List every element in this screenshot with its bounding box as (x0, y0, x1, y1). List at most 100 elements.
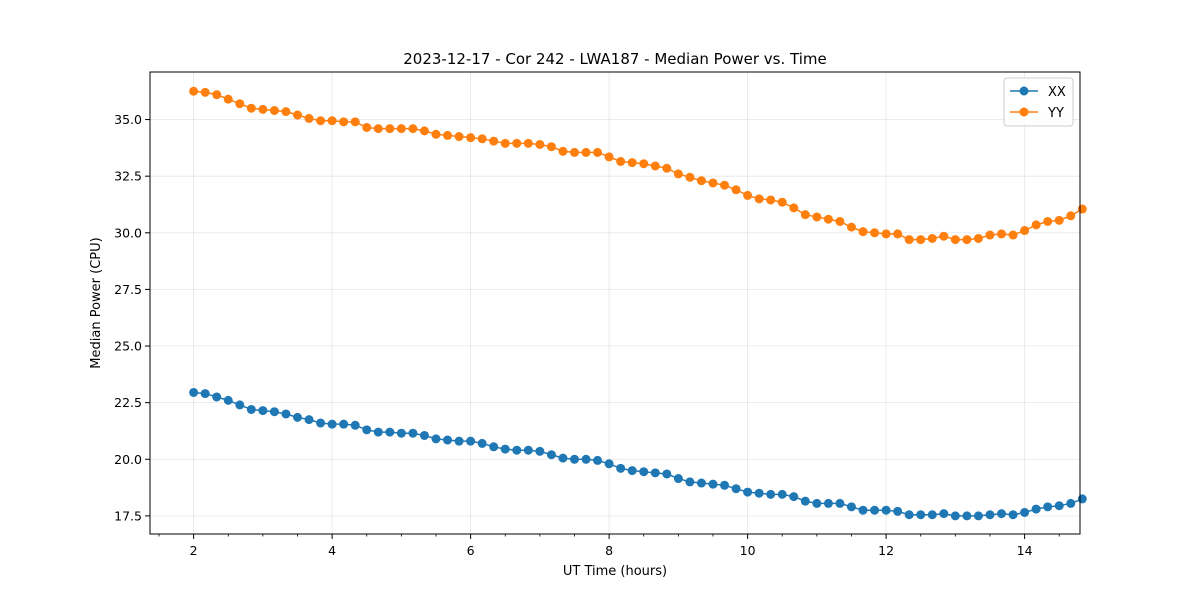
x-axis-label: UT Time (hours) (563, 564, 667, 579)
data-point-yy (696, 176, 706, 186)
series-layer (189, 86, 1087, 521)
data-point-yy (662, 163, 672, 173)
series-xx (189, 387, 1087, 521)
data-point-yy (535, 139, 545, 149)
data-point-xx (720, 480, 730, 490)
data-point-xx (1031, 504, 1041, 514)
series-yy (189, 86, 1087, 245)
y-tick-label: 20.0 (114, 452, 142, 467)
data-point-xx (512, 445, 522, 455)
chart-title: 2023-12-17 - Cor 242 - LWA187 - Median P… (403, 50, 827, 68)
data-point-yy (604, 152, 614, 162)
data-point-xx (997, 509, 1007, 519)
data-point-xx (881, 505, 891, 515)
data-point-yy (962, 235, 972, 245)
data-point-yy (627, 158, 637, 168)
data-point-xx (846, 502, 856, 512)
data-point-yy (212, 90, 222, 100)
data-point-xx (789, 492, 799, 502)
data-point-xx (650, 468, 660, 478)
data-point-xx (223, 395, 233, 405)
data-point-yy (904, 235, 914, 245)
data-point-xx (1066, 498, 1076, 508)
data-point-xx (685, 477, 695, 487)
data-point-xx (235, 400, 245, 410)
data-point-xx (1054, 501, 1064, 511)
data-point-xx (293, 412, 302, 422)
data-point-xx (673, 474, 683, 484)
data-point-yy (316, 116, 326, 126)
data-point-xx (962, 511, 972, 521)
data-point-xx (604, 459, 614, 469)
data-point-yy (870, 228, 880, 238)
data-point-yy (408, 124, 418, 134)
data-point-xx (489, 442, 499, 452)
data-point-xx (1008, 510, 1018, 520)
data-point-xx (246, 404, 256, 414)
y-tick-label: 35.0 (114, 112, 142, 127)
data-point-yy (708, 178, 718, 188)
data-point-xx (627, 466, 637, 476)
data-point-xx (973, 511, 983, 521)
plot-area (149, 71, 1081, 535)
data-point-yy (1020, 226, 1030, 236)
data-point-yy (523, 138, 533, 148)
data-point-yy (419, 126, 429, 136)
data-point-yy (997, 229, 1007, 239)
data-point-xx (327, 419, 337, 429)
data-point-xx (396, 428, 406, 438)
data-point-yy (789, 203, 799, 213)
data-point-xx (362, 425, 372, 435)
data-point-yy (189, 86, 199, 96)
data-point-yy (223, 94, 233, 104)
data-point-yy (466, 133, 476, 143)
data-point-yy (858, 227, 868, 237)
y-tick-label: 17.5 (114, 508, 142, 523)
data-point-yy (1043, 216, 1053, 226)
data-point-xx (1077, 494, 1087, 504)
data-point-yy (581, 147, 591, 157)
data-point-yy (1077, 204, 1087, 214)
data-point-yy (512, 138, 522, 148)
data-point-xx (696, 478, 706, 488)
data-point-xx (593, 455, 603, 465)
data-point-xx (443, 435, 453, 445)
data-point-xx (904, 510, 914, 520)
data-point-xx (281, 409, 291, 419)
legend-marker-yy (1019, 107, 1029, 117)
data-point-xx (304, 415, 314, 425)
data-point-yy (489, 136, 499, 146)
legend-label-xx: XX (1048, 85, 1066, 100)
data-point-xx (731, 484, 741, 494)
data-point-yy (639, 159, 649, 169)
data-point-xx (800, 496, 810, 506)
data-point-xx (754, 488, 764, 498)
x-tick-label: 12 (878, 543, 894, 558)
data-point-yy (350, 117, 360, 127)
data-point-xx (1020, 507, 1030, 517)
data-point-yy (339, 117, 349, 127)
data-point-yy (916, 235, 926, 245)
data-point-yy (800, 210, 810, 220)
data-point-yy (846, 222, 856, 232)
data-point-yy (569, 147, 579, 157)
data-point-yy (743, 190, 753, 200)
data-point-xx (200, 389, 210, 399)
data-point-yy (281, 107, 291, 117)
x-tick-label: 4 (328, 543, 336, 558)
y-tick-label: 30.0 (114, 225, 142, 240)
x-tick-label: 8 (605, 543, 613, 558)
data-point-yy (293, 110, 302, 120)
data-point-yy (812, 212, 822, 222)
data-point-yy (246, 103, 256, 113)
y-tick-label: 25.0 (114, 339, 142, 354)
x-axis: 2 4 6 8 10 12 14 (158, 534, 1060, 558)
data-point-xx (373, 427, 383, 437)
data-point-yy (754, 194, 764, 204)
data-point-xx (466, 436, 476, 446)
data-point-xx (558, 453, 568, 463)
data-point-yy (443, 130, 453, 140)
data-point-xx (269, 407, 279, 417)
data-point-xx (350, 420, 360, 430)
